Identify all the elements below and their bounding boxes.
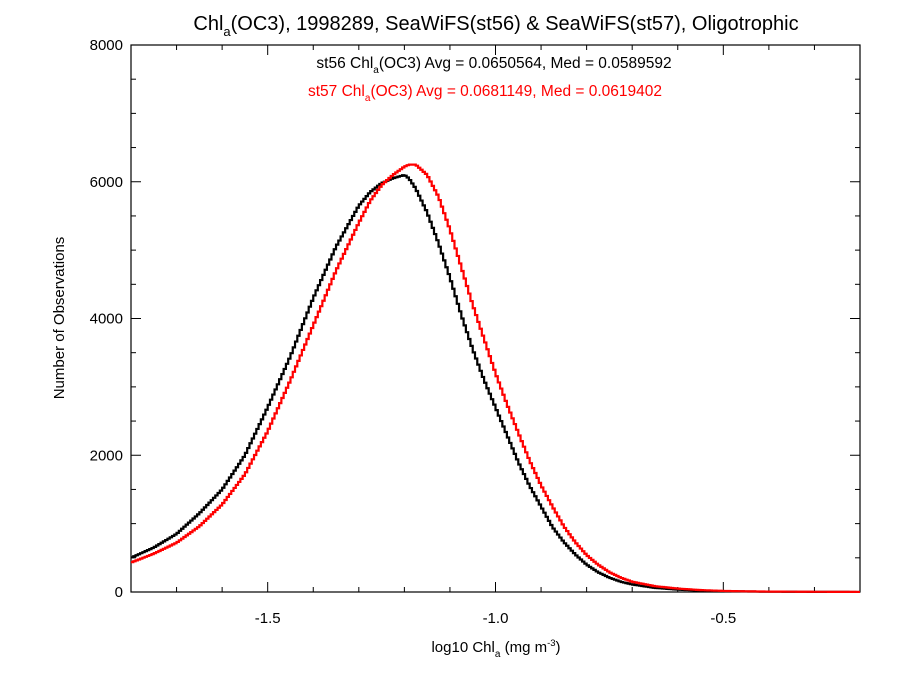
series-line-st57 — [131, 163, 860, 594]
chart-title: Chla(OC3), 1998289, SeaWiFS(st56) & SeaW… — [193, 13, 798, 39]
x-tick-label: -0.5 — [710, 610, 736, 627]
plot-frame — [130, 44, 861, 593]
y-tick-label: 8000 — [90, 37, 123, 54]
x-axis-ticks: -1.5 -1.0 -0.5 — [176, 45, 815, 627]
x-tick-label: -1.0 — [483, 610, 509, 627]
x-axis-label: log10 Chla (mg m-3) — [431, 638, 560, 660]
y-tick-label: 6000 — [90, 174, 123, 191]
y-axis-label: Number of Observations — [51, 237, 68, 400]
series-line-st56 — [131, 174, 860, 594]
legend-st56: st56 Chla(OC3) Avg = 0.0650564, Med = 0.… — [316, 55, 671, 76]
series-group — [131, 163, 860, 594]
x-tick-label: -1.5 — [255, 610, 281, 627]
y-axis-ticks: 0 2000 4000 6000 8000 — [90, 37, 860, 601]
y-tick-label: 0 — [115, 584, 123, 601]
y-tick-label: 4000 — [90, 311, 123, 328]
y-tick-label: 2000 — [90, 447, 123, 464]
legend-st57: st57 Chla(OC3) Avg = 0.0681149, Med = 0.… — [308, 83, 662, 104]
